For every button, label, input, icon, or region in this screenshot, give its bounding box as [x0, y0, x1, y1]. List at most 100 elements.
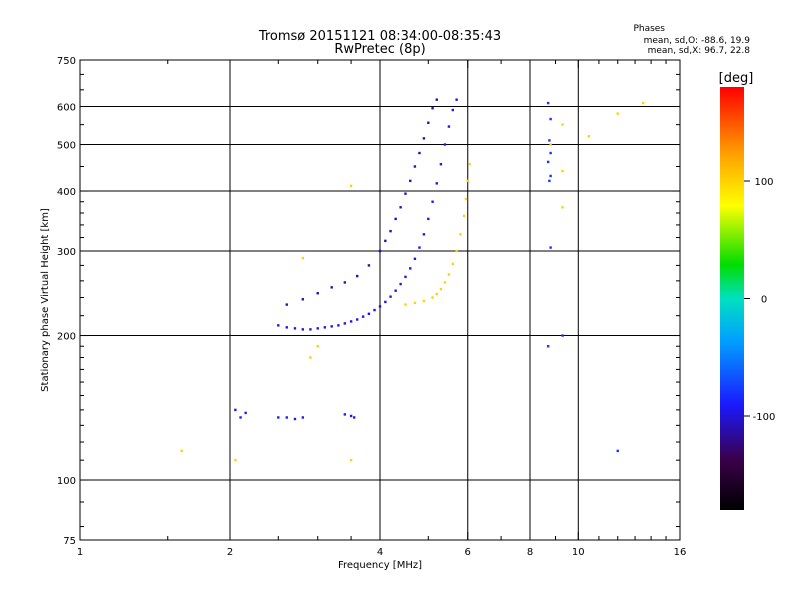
colorbar-tick-label: 100 [754, 177, 773, 188]
echo-point [394, 289, 397, 292]
echo-point [413, 257, 417, 260]
echo-point [451, 262, 455, 266]
echo-point [548, 179, 551, 183]
echo-point [439, 162, 443, 166]
echo-point [234, 458, 237, 462]
echo-point [447, 273, 451, 276]
echo-point [277, 416, 280, 419]
echo-point [561, 206, 564, 209]
echo-point [239, 416, 242, 419]
x-axis-label: Frequency [MHz] [338, 560, 422, 571]
echo-point [549, 151, 552, 155]
x-tick-label: 8 [527, 547, 533, 558]
echo-point [549, 174, 552, 178]
echo-point [439, 287, 443, 291]
echo-point [394, 217, 397, 221]
phase-box-heading: Phases [633, 24, 665, 34]
y-tick-label: 600 [57, 103, 76, 114]
echo-point [409, 267, 412, 270]
y-axis-label: Stationary phase Virtual Height [km] [40, 208, 51, 392]
colorbar [720, 87, 744, 510]
echo-point [293, 417, 297, 421]
colorbar-tick-label: -100 [753, 412, 776, 423]
phase-box-x-stats: mean, sd,X: 96.7, 22.8 [648, 46, 751, 56]
echo-point [355, 318, 359, 321]
echo-point [587, 135, 591, 138]
echo-point [285, 326, 288, 329]
echo-point [349, 414, 353, 418]
echo-point [464, 197, 468, 201]
echo-point [418, 151, 421, 155]
echo-point [413, 301, 417, 305]
echo-point [373, 308, 376, 312]
y-tick-label: 300 [57, 247, 76, 258]
echo-point [349, 458, 353, 462]
echo-point [343, 413, 347, 416]
echo-point [244, 411, 247, 415]
y-tick-label: 100 [57, 476, 76, 487]
echo-point [427, 217, 430, 221]
echo-point [285, 303, 288, 306]
echo-point [462, 214, 466, 218]
echo-point [616, 112, 619, 115]
echo-point [409, 179, 412, 183]
echo-point [309, 356, 312, 359]
echo-point [234, 408, 237, 412]
echo-point [352, 416, 356, 419]
echo-point [561, 169, 564, 173]
echo-point [546, 345, 550, 348]
echo-point [546, 160, 550, 164]
echo-point [404, 192, 407, 195]
echo-point [616, 449, 619, 453]
echo-point [459, 233, 462, 236]
echo-point [451, 108, 455, 112]
echo-point [418, 246, 421, 249]
x-tick-label: 4 [377, 547, 383, 558]
y-tick-label: 400 [57, 187, 76, 198]
echo-point [435, 182, 438, 185]
echo-point [309, 328, 312, 331]
echo-point [384, 239, 387, 243]
echo-point [285, 416, 288, 419]
echo-point [431, 107, 434, 110]
echo-point [455, 249, 458, 253]
echo-point [447, 125, 451, 128]
y-tick-label: 200 [57, 332, 76, 343]
echo-point [316, 292, 319, 295]
echo-point [455, 98, 458, 101]
echo-point [549, 246, 552, 249]
echo-point [389, 295, 392, 298]
echo-point [355, 274, 359, 278]
echo-point [549, 143, 552, 146]
y-tick-label: 75 [63, 536, 76, 547]
echo-point [301, 298, 305, 301]
grid-lines [80, 60, 680, 540]
echo-point [399, 282, 402, 286]
echo-point [277, 324, 280, 327]
colorbar-ticks: 100 0 -100 [744, 177, 775, 423]
echo-point [427, 121, 430, 124]
axis-ticks [79, 59, 681, 540]
echo-point [399, 206, 402, 209]
echo-point [316, 345, 319, 348]
echo-point [349, 184, 353, 188]
data-points [180, 98, 645, 462]
echo-point [389, 229, 392, 233]
echo-point [468, 162, 471, 166]
echo-point [404, 275, 407, 279]
echo-point [330, 286, 333, 289]
chart-subtitle: RwPretec (8p) [334, 42, 425, 57]
echo-point [413, 165, 417, 168]
echo-point [378, 305, 382, 308]
colorbar-label: [deg] [719, 71, 754, 86]
x-tick-label: 16 [674, 547, 687, 558]
echo-point [378, 249, 382, 253]
echo-point [548, 139, 551, 142]
y-tick-label: 750 [57, 56, 76, 67]
echo-point [443, 281, 447, 284]
echo-point [549, 117, 552, 121]
x-tick-label: 1 [77, 547, 83, 558]
echo-point [384, 300, 387, 304]
echo-point [301, 256, 305, 260]
